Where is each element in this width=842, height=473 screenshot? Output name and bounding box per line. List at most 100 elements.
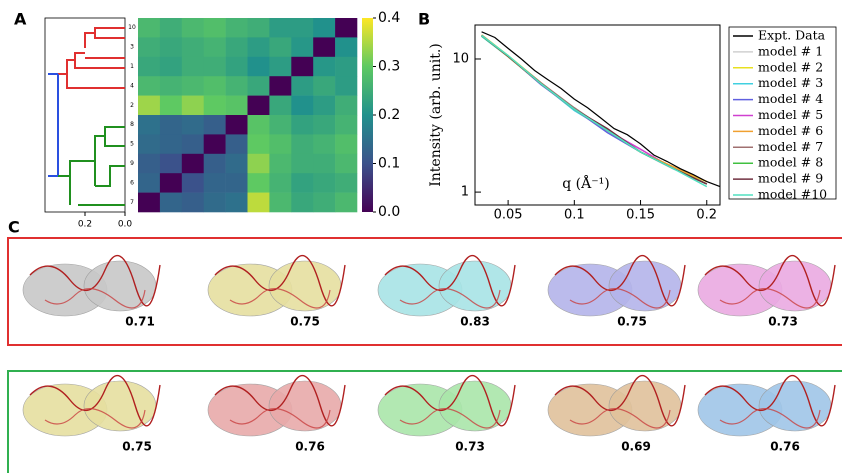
colorbar-tick-label: 0.2: [378, 107, 400, 123]
heat-cell: [138, 134, 160, 154]
legend-label: model # 7: [758, 139, 823, 154]
series-line: [482, 36, 707, 185]
heat-cell: [138, 96, 160, 116]
heat-cell: [182, 134, 204, 154]
score-label: 0.75: [617, 315, 647, 329]
heat-cell: [269, 37, 291, 57]
heat-cell: [138, 37, 160, 57]
colorbar-tick-label: 0.3: [378, 59, 400, 75]
heat-cell: [291, 134, 313, 154]
score-label: 0.71: [125, 315, 155, 329]
legend-label: Expt. Data: [758, 28, 826, 43]
row-label: 1: [130, 63, 134, 70]
heat-cell: [182, 76, 204, 96]
heat-cell: [138, 76, 160, 96]
y-tick-label: 1: [461, 185, 469, 200]
series-line: [482, 35, 707, 182]
heat-cell: [160, 134, 182, 154]
heat-cell: [204, 96, 226, 116]
heat-cell: [160, 173, 182, 193]
heat-cell: [160, 18, 182, 38]
heat-cell: [248, 18, 270, 38]
heat-cell: [248, 134, 270, 154]
heat-cell: [269, 154, 291, 174]
score-label: 0.69: [621, 440, 651, 454]
heat-cell: [248, 193, 270, 213]
heat-cell: [160, 57, 182, 77]
legend-label: model # 1: [758, 43, 823, 58]
row-label: 5: [130, 141, 134, 148]
heat-cell: [313, 96, 335, 116]
legend-label: model # 2: [758, 59, 823, 74]
x-tick-label: 0.15: [626, 208, 655, 223]
row-label: 7: [130, 199, 134, 206]
legend-label: model # 9: [758, 171, 823, 186]
legend-label: model # 3: [758, 75, 823, 90]
heat-cell: [335, 193, 357, 213]
heat-cell: [269, 96, 291, 116]
heat-cell: [335, 18, 357, 38]
heat-cell: [313, 37, 335, 57]
dendrogram: [48, 28, 125, 205]
heat-cell: [160, 76, 182, 96]
heat-cell: [248, 37, 270, 57]
heat-cell: [248, 76, 270, 96]
heat-cell: [138, 173, 160, 193]
dendro-tick-label: 0.0: [118, 220, 133, 230]
heat-cell: [226, 18, 248, 38]
heat-cell: [269, 57, 291, 77]
heat-cell: [226, 57, 248, 77]
series-line: [482, 32, 720, 187]
heat-cell: [313, 134, 335, 154]
x-tick-label: 0.1: [564, 208, 585, 223]
score-label: 0.75: [290, 315, 320, 329]
heat-cell: [160, 193, 182, 213]
heat-cell: [226, 193, 248, 213]
x-tick-label: 0.05: [494, 208, 523, 223]
series-line: [482, 36, 707, 184]
heat-cell: [335, 173, 357, 193]
score-label: 0.76: [295, 440, 325, 454]
heat-cell: [138, 18, 160, 38]
heat-cell: [335, 76, 357, 96]
heat-cell: [160, 37, 182, 57]
heat-cell: [226, 134, 248, 154]
heat-cell: [160, 96, 182, 116]
heat-cell: [182, 96, 204, 116]
heat-cell: [248, 115, 270, 135]
figure: A B C 0.710.750.830.750.730.750.760.730.…: [0, 0, 842, 473]
series-line: [482, 36, 707, 187]
heat-cell: [138, 154, 160, 174]
row-label: 2: [130, 102, 134, 109]
x-tick-label: 0.2: [696, 208, 717, 223]
heat-cell: [226, 154, 248, 174]
score-label: 0.73: [768, 315, 798, 329]
row-label: 9: [130, 160, 134, 167]
heat-cell: [226, 96, 248, 116]
heat-cell: [248, 154, 270, 174]
heat-cell: [269, 134, 291, 154]
heat-cell: [291, 37, 313, 57]
row-label: 3: [130, 44, 134, 51]
heat-cell: [204, 57, 226, 77]
heat-cell: [313, 173, 335, 193]
heat-cell: [269, 173, 291, 193]
score-label: 0.75: [122, 440, 152, 454]
panel-label: A: [14, 10, 27, 29]
series-line: [482, 36, 707, 185]
heat-cell: [291, 115, 313, 135]
series-line: [482, 36, 707, 185]
heat-cell: [313, 18, 335, 38]
heat-cell: [160, 115, 182, 135]
y-tick-label: 10: [452, 51, 469, 66]
heat-cell: [182, 115, 204, 135]
row-label: 8: [130, 121, 134, 128]
heat-cell: [226, 115, 248, 135]
panel-label: B: [418, 10, 430, 29]
legend-label: model # 5: [758, 107, 823, 122]
row-label: 4: [130, 82, 134, 89]
heat-cell: [226, 173, 248, 193]
heat-cell: [182, 173, 204, 193]
legend-label: model #10: [758, 187, 827, 202]
